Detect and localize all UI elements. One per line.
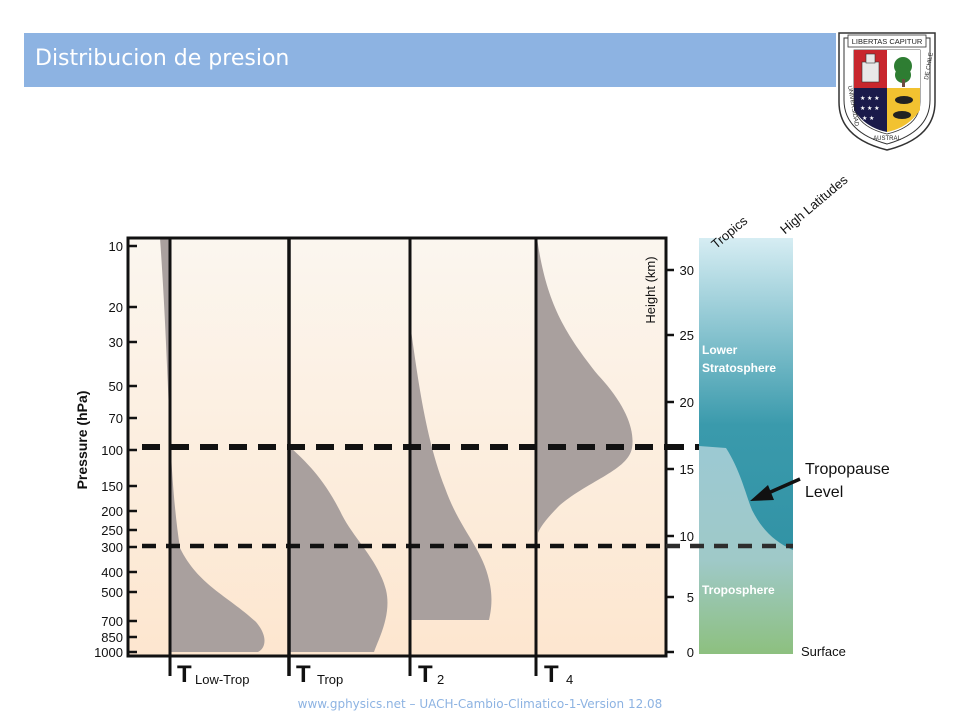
panel-label-symbol: T bbox=[544, 661, 559, 688]
title-bar: Distribucion de presion bbox=[24, 33, 836, 87]
height-label: 0 bbox=[687, 645, 694, 660]
pressure-label: 30 bbox=[109, 335, 123, 350]
slide-title: Distribucion de presion bbox=[35, 46, 290, 71]
tropopause-label-line2: Level bbox=[805, 484, 843, 501]
height-tick-marks bbox=[666, 268, 674, 654]
height-label: 25 bbox=[680, 328, 694, 343]
svg-text:★ ★ ★: ★ ★ ★ bbox=[860, 95, 879, 102]
panel-label-symbol: T bbox=[177, 661, 192, 688]
pressure-label: 1000 bbox=[94, 645, 123, 660]
pressure-label: 150 bbox=[101, 479, 123, 494]
tropopause-arrow-head bbox=[750, 485, 774, 501]
svg-text:★ ★: ★ ★ bbox=[862, 115, 874, 122]
svg-text:DE CHILE: DE CHILE bbox=[924, 52, 935, 80]
pressure-label: 100 bbox=[101, 443, 123, 458]
pressure-label: 250 bbox=[101, 523, 123, 538]
panel-label-sub: 4 bbox=[566, 672, 573, 687]
stratosphere-label-line2: Stratosphere bbox=[702, 361, 776, 375]
pressure-label: 50 bbox=[109, 379, 123, 394]
svg-text:★ ★ ★: ★ ★ ★ bbox=[860, 105, 879, 112]
height-axis-label: Height (km) bbox=[643, 256, 658, 323]
panel-label-sub: Trop bbox=[317, 672, 343, 687]
troposphere-region bbox=[699, 446, 793, 654]
stratosphere-label-line1: Lower bbox=[702, 343, 738, 357]
pressure-label: 70 bbox=[109, 411, 123, 426]
panel-label-sub: Low-Trop bbox=[195, 672, 249, 687]
surface-label: Surface bbox=[801, 644, 846, 659]
pressure-label: 300 bbox=[101, 540, 123, 555]
pressure-label: 700 bbox=[101, 614, 123, 629]
pressure-label: 200 bbox=[101, 504, 123, 519]
pressure-label: 400 bbox=[101, 565, 123, 580]
panel-label-sub: 2 bbox=[437, 672, 444, 687]
pressure-label: 20 bbox=[109, 300, 123, 315]
panel-label-symbol: T bbox=[296, 661, 311, 688]
panel-label-symbol: T bbox=[418, 661, 433, 688]
height-label: 5 bbox=[687, 590, 694, 605]
height-label: 20 bbox=[680, 395, 694, 410]
pressure-label: 500 bbox=[101, 585, 123, 600]
university-crest-logo: LIBERTAS CAPITUR ★ ★ ★ ★ ★ ★ ★ ★ UNIVERS… bbox=[838, 32, 936, 151]
tropopause-label-line1: Tropopause bbox=[805, 461, 890, 478]
column-header-high-latitudes: High Latitudes bbox=[777, 172, 851, 237]
svg-text:LIBERTAS CAPITUR: LIBERTAS CAPITUR bbox=[852, 37, 923, 46]
pressure-label: 850 bbox=[101, 630, 123, 645]
height-label: 30 bbox=[680, 263, 694, 278]
footer-source: www.gphysics.net – UACH-Cambio-Climatico… bbox=[297, 697, 663, 711]
svg-text:AUSTRAL: AUSTRAL bbox=[873, 136, 901, 142]
tropopause-arrow-shaft bbox=[765, 477, 801, 496]
pressure-tick-marks bbox=[128, 244, 137, 654]
pressure-label: 10 bbox=[109, 239, 123, 254]
weighting-function-t4 bbox=[537, 238, 633, 533]
troposphere-label: Troposphere bbox=[702, 583, 775, 597]
weighting-function-trop bbox=[290, 447, 388, 652]
height-label: 10 bbox=[680, 529, 694, 544]
height-label: 15 bbox=[680, 462, 694, 477]
pressure-axis-label: Pressure (hPa) bbox=[74, 391, 90, 490]
